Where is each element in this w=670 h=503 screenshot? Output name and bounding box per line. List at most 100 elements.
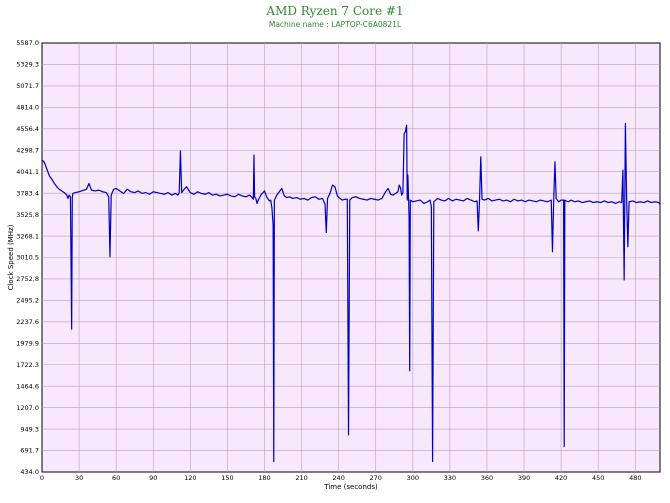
data-point (547, 201, 548, 203)
data-point (377, 199, 379, 201)
data-point (270, 199, 271, 201)
data-point (622, 169, 624, 171)
data-point (334, 186, 336, 188)
data-point (578, 200, 579, 202)
data-point (448, 198, 449, 199)
data-point (292, 198, 294, 199)
data-point (401, 194, 402, 196)
x-tick-label: 270 (370, 474, 382, 482)
data-point (54, 183, 55, 184)
data-point (88, 183, 90, 184)
data-point (183, 189, 185, 190)
data-point (433, 201, 435, 203)
x-tick-label: 90 (149, 474, 157, 482)
data-point (156, 192, 158, 193)
data-point (429, 199, 431, 201)
data-point (459, 199, 461, 201)
data-point (558, 201, 559, 203)
data-point (332, 184, 333, 186)
data-point (506, 199, 507, 201)
data-point (385, 191, 386, 193)
x-tick-label: 150 (221, 474, 233, 482)
x-tick-label: 180 (258, 474, 270, 482)
data-point (476, 200, 478, 202)
data-point (75, 192, 76, 193)
data-point (269, 200, 270, 202)
data-point (348, 434, 349, 436)
data-point (253, 154, 255, 156)
data-point (392, 194, 394, 196)
data-point (581, 202, 583, 203)
data-point (466, 198, 468, 199)
data-point (91, 189, 92, 191)
data-point (623, 279, 625, 281)
y-tick-label: 2237.6 (16, 318, 39, 326)
x-tick-label: 390 (518, 474, 530, 482)
x-tick-label: 210 (295, 474, 307, 482)
data-point (339, 198, 341, 199)
data-point (342, 199, 343, 201)
data-point (615, 203, 616, 204)
x-tick-label: 300 (407, 474, 419, 482)
y-axis-ticks: 5587.0 5329.3 5071.7 4814.0 4556.4 4298.7 4041… (16, 39, 39, 476)
data-point (274, 199, 275, 201)
data-point (177, 194, 179, 196)
y-tick-label: 4298.7 (16, 146, 39, 154)
data-point (238, 194, 239, 195)
data-point (618, 201, 620, 203)
data-point (145, 192, 147, 193)
data-point (193, 194, 195, 195)
x-tick-label: 480 (629, 474, 641, 482)
y-tick-label: 3525.8 (16, 211, 39, 219)
data-point (266, 197, 268, 198)
x-tick-label: 420 (555, 474, 567, 482)
data-point (416, 200, 417, 202)
data-point (659, 204, 661, 205)
data-point (402, 192, 404, 193)
data-point (314, 196, 316, 198)
data-point (61, 190, 63, 192)
data-point (212, 194, 213, 196)
data-point (216, 194, 217, 195)
data-point (406, 124, 407, 126)
data-point (398, 184, 400, 186)
data-point (463, 200, 464, 202)
data-point (160, 193, 161, 194)
data-point (563, 199, 564, 201)
data-point (395, 193, 396, 194)
data-point (186, 186, 187, 188)
data-point (491, 200, 493, 202)
data-point (59, 189, 60, 190)
data-point (432, 461, 433, 462)
data-point (390, 194, 391, 195)
data-point (47, 172, 49, 173)
y-tick-label: 5587.0 (16, 39, 39, 47)
data-point (570, 199, 572, 201)
data-point (552, 251, 553, 252)
data-point (474, 201, 475, 203)
data-point (600, 202, 601, 203)
x-axis-ticks: 0 30 60 90 120 150 180 210 240 270 300 330 360 390 420… (40, 474, 642, 482)
data-point (70, 196, 71, 198)
data-point (253, 199, 254, 200)
data-point (113, 189, 114, 190)
data-point (300, 199, 301, 200)
data-point (67, 198, 69, 199)
data-point (593, 202, 594, 203)
data-point (408, 216, 410, 217)
data-point (502, 200, 504, 202)
data-point (487, 198, 489, 199)
data-point (366, 199, 368, 201)
data-point (108, 196, 109, 198)
data-point (532, 200, 533, 202)
data-point (227, 194, 228, 195)
data-point (381, 198, 383, 199)
data-point (499, 199, 500, 200)
data-point (178, 192, 180, 193)
data-point (554, 161, 556, 163)
data-point (480, 156, 482, 158)
data-point (374, 199, 375, 200)
y-tick-label: 949.3 (20, 425, 39, 433)
data-point (400, 187, 401, 188)
data-point (288, 196, 290, 198)
